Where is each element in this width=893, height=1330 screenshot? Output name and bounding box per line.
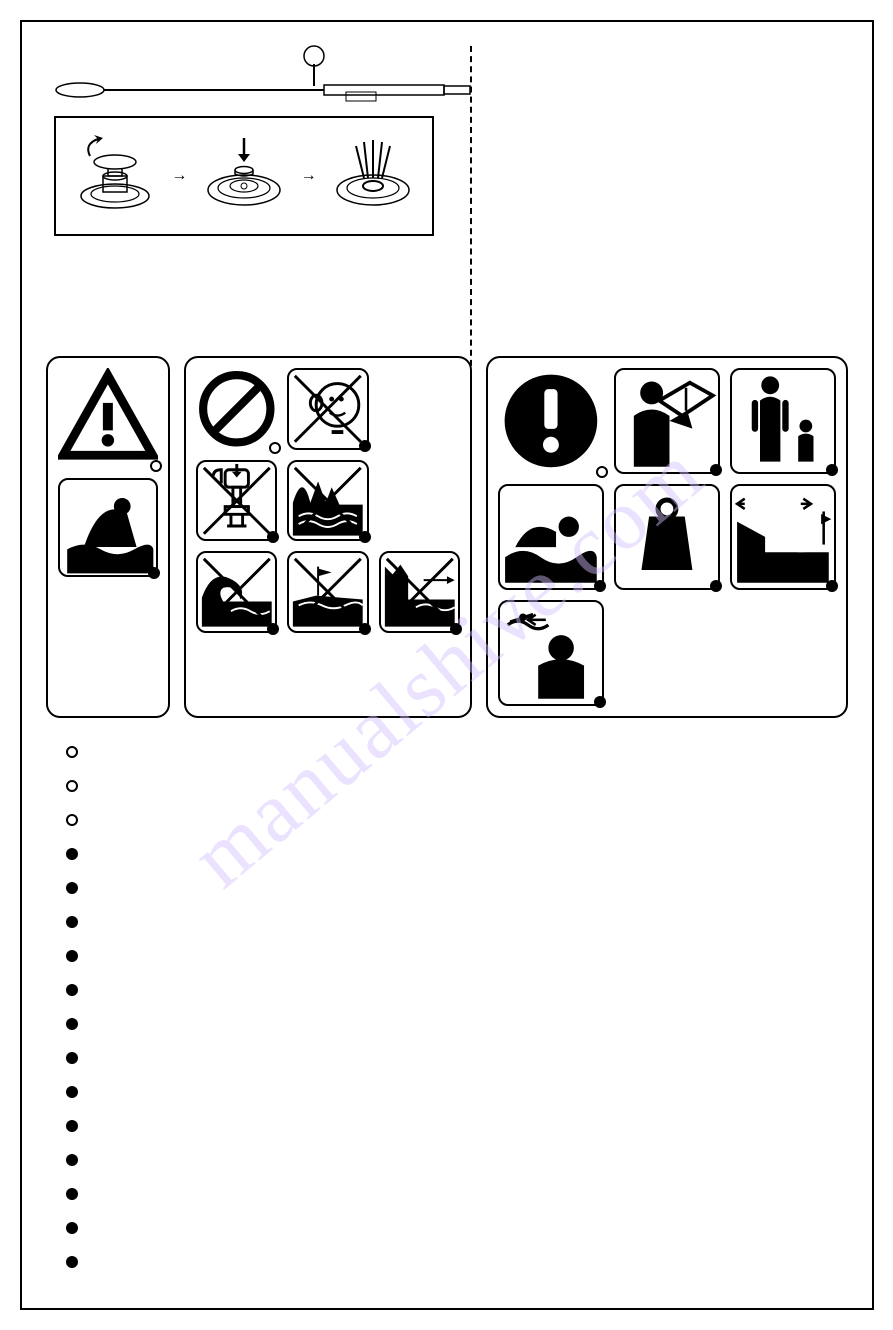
marker-solid	[267, 623, 279, 635]
mandatory-circle-cell	[498, 368, 604, 474]
swimmer-cell	[498, 484, 604, 590]
marker-solid	[710, 580, 722, 592]
prohibition-panel	[184, 356, 473, 718]
bullet-list	[66, 746, 848, 1268]
bullet-solid	[66, 1222, 78, 1234]
page-frame: manualshive.com →	[20, 20, 874, 1310]
valve-step3-icon	[328, 126, 418, 226]
bullet-solid	[66, 1188, 78, 1200]
supervise-swimmer-icon	[500, 602, 602, 704]
bullet-solid	[66, 882, 78, 894]
max-weight-icon	[616, 486, 718, 588]
marker-solid	[826, 464, 838, 476]
valve-step1-icon	[70, 126, 160, 226]
marker-solid	[359, 440, 371, 452]
no-offshore-cliff-cell	[379, 551, 461, 633]
warning-triangle-cell	[58, 368, 158, 468]
bullet-solid	[66, 1120, 78, 1132]
marker-solid	[359, 623, 371, 635]
bullet-solid	[66, 848, 78, 860]
bullet-solid	[66, 1052, 78, 1064]
no-motor-icon	[198, 462, 276, 540]
no-offshore-wind-cell	[287, 551, 369, 633]
arrow-icon: →	[171, 167, 187, 185]
bullet-open	[66, 746, 78, 758]
empty-cell	[379, 460, 461, 542]
shore-distance-cell	[730, 484, 836, 590]
marker-solid	[267, 531, 279, 543]
marker-solid	[826, 580, 838, 592]
no-children-icon	[289, 370, 367, 448]
mandatory-icon	[498, 368, 604, 474]
marker-solid	[710, 464, 722, 476]
marker-open	[269, 442, 281, 454]
bullet-open	[66, 780, 78, 792]
bullet-solid	[66, 1154, 78, 1166]
bullet-solid	[66, 1018, 78, 1030]
valve-step2-icon	[199, 126, 289, 226]
marker-solid	[148, 567, 160, 579]
swimmer-icon	[500, 486, 602, 588]
warning-triangle-icon	[58, 368, 158, 468]
max-weight-cell	[614, 484, 720, 590]
supervise-swimmer-cell	[498, 600, 604, 706]
no-offshore-cliff-icon	[381, 553, 459, 631]
hazard-panels-row	[46, 356, 848, 718]
paddle-diagram	[54, 42, 848, 110]
marker-solid	[359, 531, 371, 543]
arrow-icon: →	[301, 167, 317, 185]
marker-solid	[450, 623, 462, 635]
read-manual-icon	[616, 370, 718, 472]
drowning-cell	[58, 478, 158, 578]
marker-solid	[594, 696, 606, 708]
read-manual-cell	[614, 368, 720, 474]
prohibition-icon	[196, 368, 278, 450]
bullet-solid	[66, 1256, 78, 1268]
no-motor-cell	[196, 460, 278, 542]
marker-open	[150, 460, 162, 472]
no-children-cell	[287, 368, 369, 450]
bullet-open	[66, 814, 78, 826]
no-rapids-cell	[287, 460, 369, 542]
no-rapids-icon	[289, 462, 367, 540]
empty-cell	[379, 368, 461, 450]
bullet-solid	[66, 984, 78, 996]
bullet-solid	[66, 1086, 78, 1098]
no-offshore-wind-icon	[289, 553, 367, 631]
adult-child-icon	[732, 370, 834, 472]
warning-panel	[46, 356, 170, 718]
valve-diagram-box: → →	[54, 116, 434, 236]
bullet-solid	[66, 916, 78, 928]
mandatory-panel	[486, 356, 848, 718]
marker-solid	[594, 580, 606, 592]
marker-open	[596, 466, 608, 478]
drowning-icon	[60, 480, 156, 576]
adult-child-cell	[730, 368, 836, 474]
no-waves-cell	[196, 551, 278, 633]
bullet-solid	[66, 950, 78, 962]
shore-distance-icon	[732, 486, 834, 588]
no-waves-icon	[198, 553, 276, 631]
prohibition-circle-cell	[196, 368, 278, 450]
paddle-icon	[54, 42, 474, 110]
